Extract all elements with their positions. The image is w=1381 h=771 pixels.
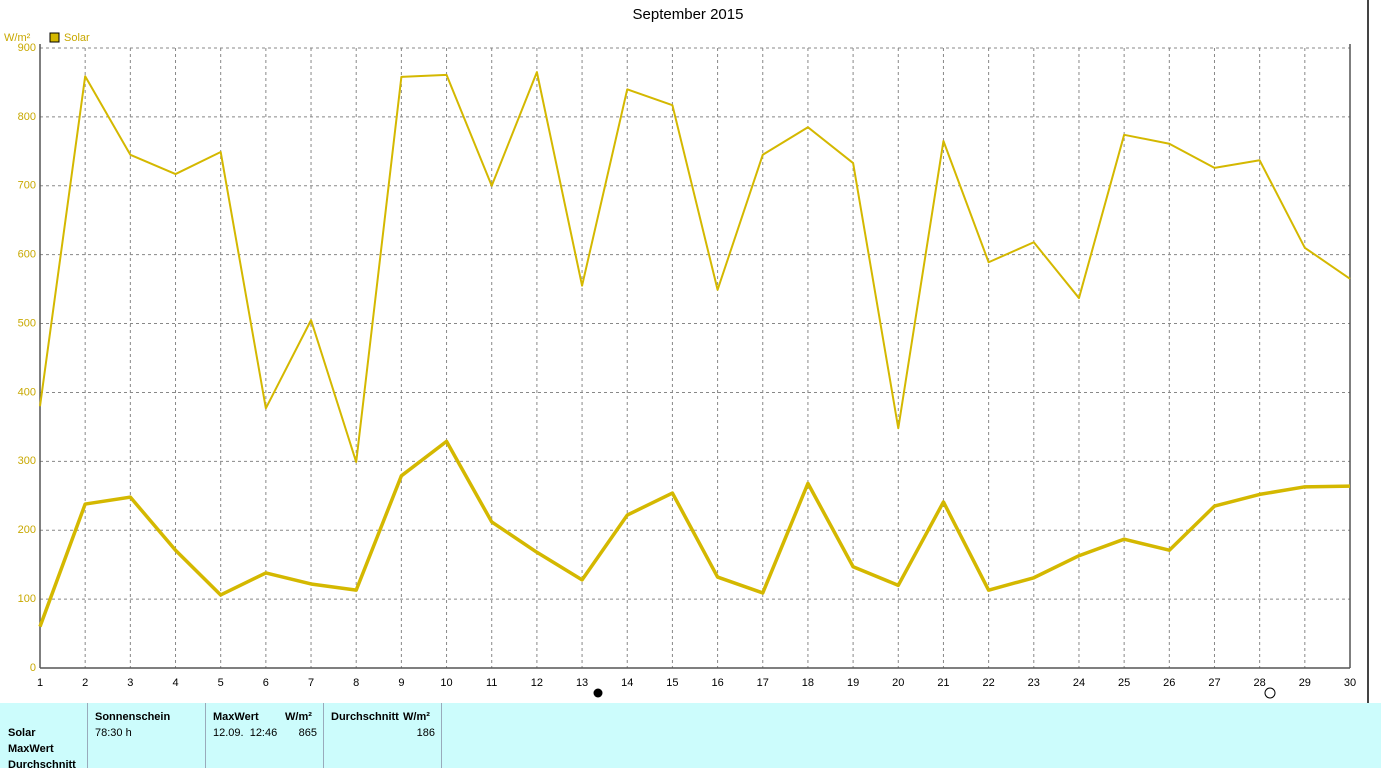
y-tick-label: 700 [18, 180, 36, 192]
summary-panel: Solar MaxWert Durchschnitt Sonnenschein … [0, 703, 1381, 771]
x-tick-label: 23 [1028, 677, 1040, 689]
x-tick-label: 24 [1073, 677, 1085, 689]
x-tick-label: 27 [1208, 677, 1220, 689]
y-tick-label: 800 [18, 111, 36, 123]
x-tick-label: 8 [353, 677, 359, 689]
y-tick-label: 200 [18, 524, 36, 536]
x-tick-label: 7 [308, 677, 314, 689]
x-tick-label: 26 [1163, 677, 1175, 689]
series-line [38, 439, 1351, 628]
x-tick-label: 29 [1299, 677, 1311, 689]
y-tick-label: 400 [18, 386, 36, 398]
x-tick-label: 15 [666, 677, 678, 689]
x-tick-label: 21 [937, 677, 949, 689]
chart-title: September 2015 [633, 6, 744, 23]
separator [205, 703, 206, 768]
legend-swatch [49, 32, 60, 43]
cell: 865 [298, 727, 317, 739]
x-tick-label: 30 [1344, 677, 1356, 689]
moon-icon [1264, 687, 1276, 699]
header: Sonnenschein [95, 711, 171, 723]
chart: September 2015 W/m² 0 100 200 300 400 500 600 7… [4, 0, 1369, 703]
y-tick-label: 900 [18, 42, 36, 54]
separator [441, 703, 442, 768]
legend-label: Solar [64, 32, 90, 44]
x-tick-label: 1 [37, 677, 43, 689]
x-tick-label: 16 [711, 677, 723, 689]
cell: 186 [416, 727, 435, 739]
x-tick-label: 22 [982, 677, 994, 689]
x-tick-label: 19 [847, 677, 859, 689]
x-tick-label: 11 [486, 677, 497, 689]
separator [87, 703, 88, 768]
y-tick-label: 0 [30, 662, 36, 674]
header: W/m² [285, 711, 312, 723]
x-tick-label: 25 [1118, 677, 1130, 689]
x-tick-label: 6 [263, 677, 269, 689]
x-tick-label: 10 [440, 677, 452, 689]
x-tick-label: 13 [576, 677, 588, 689]
row-label: Durchschnitt [8, 759, 76, 771]
cell: 78:30 h [95, 727, 132, 739]
x-tick-label: 9 [398, 677, 404, 689]
row-label: Solar [8, 727, 36, 739]
y-tick-label: 500 [18, 317, 36, 329]
x-tick-label: 5 [218, 677, 224, 689]
header: W/m² [403, 711, 430, 723]
x-tick-label: 3 [127, 677, 133, 689]
moon-icon [593, 688, 603, 698]
y-tick-label: 100 [18, 593, 36, 605]
x-tick-label: 2 [82, 677, 88, 689]
separator [323, 703, 324, 768]
y-axis-label: W/m² [4, 32, 31, 44]
x-tick-label: 28 [1254, 677, 1266, 689]
x-tick-label: 17 [757, 677, 769, 689]
header: Durchschnitt [331, 711, 399, 723]
x-tick-label: 12 [531, 677, 543, 689]
y-tick-label: 300 [18, 455, 36, 467]
row-label: MaxWert [8, 743, 54, 755]
x-tick-label: 4 [172, 677, 178, 689]
x-tick-label: 14 [621, 677, 633, 689]
x-tick-label: 18 [802, 677, 814, 689]
cell: 12.09. 12:46 [213, 727, 278, 739]
header: MaxWert [213, 711, 259, 723]
y-tick-label: 600 [18, 249, 36, 261]
series-line [39, 71, 1351, 464]
x-tick-label: 20 [892, 677, 904, 689]
